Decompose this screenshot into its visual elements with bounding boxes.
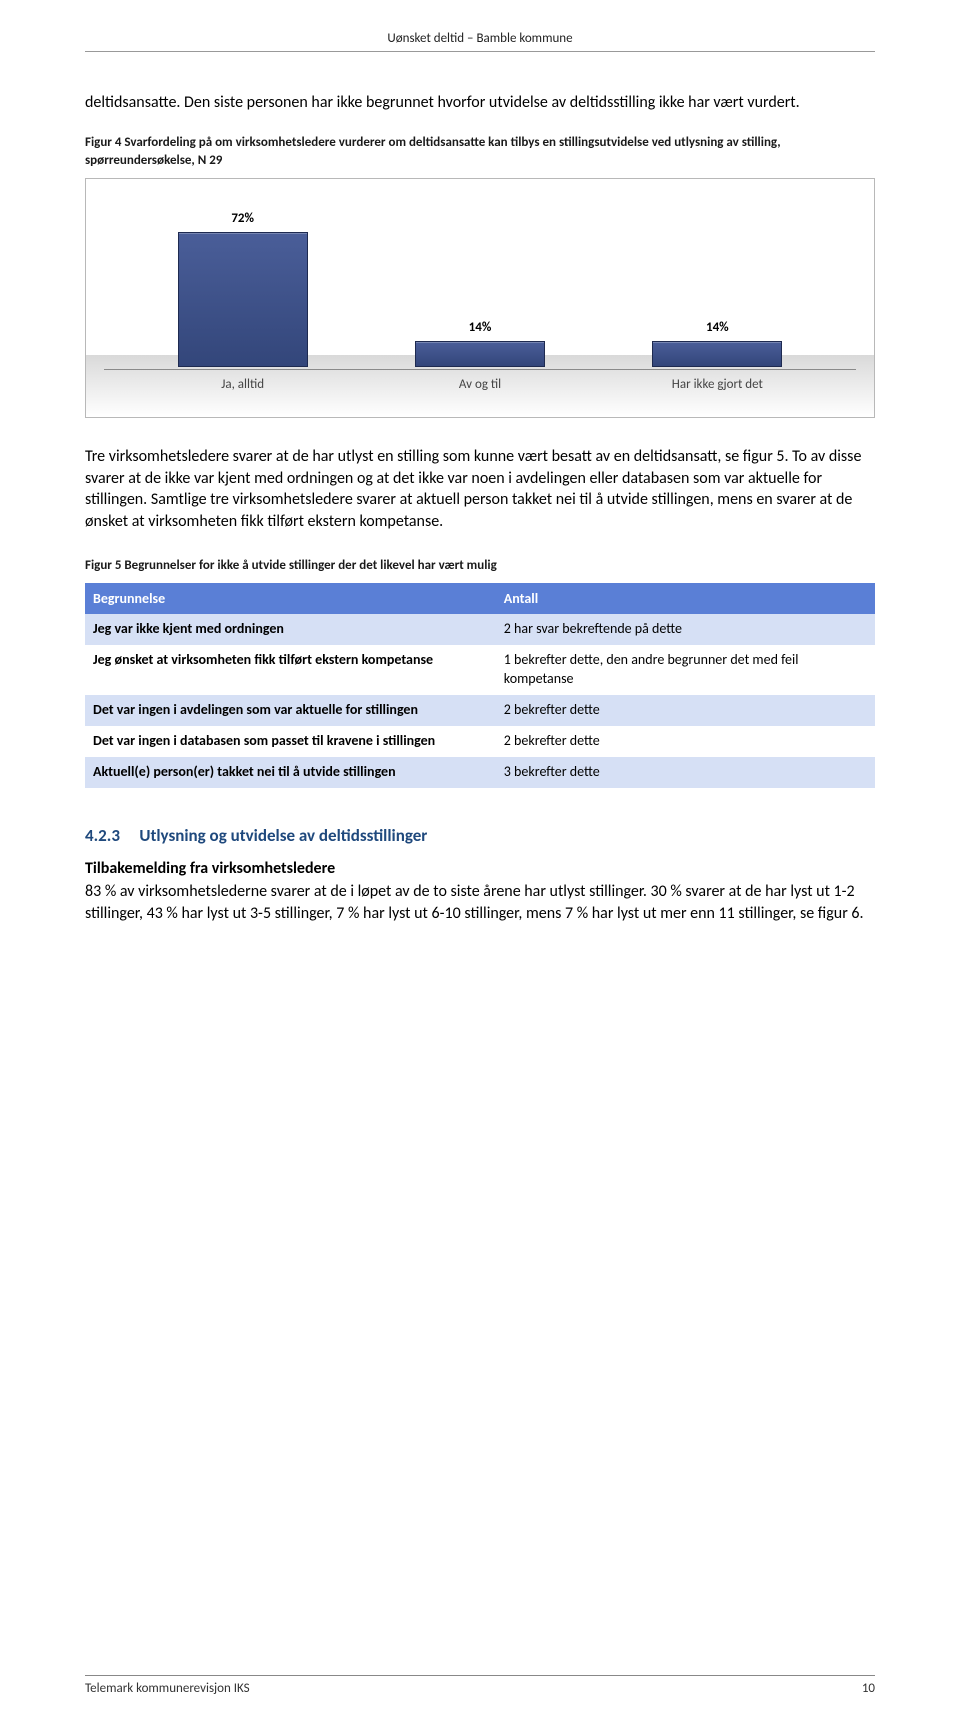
- bar-group-1: 72%: [124, 210, 361, 367]
- table-row: Aktuell(e) person(er) takket nei til å u…: [85, 757, 875, 788]
- footer-left: Telemark kommunerevisjon IKS: [85, 1680, 250, 1698]
- table-header-antall: Antall: [496, 583, 875, 615]
- chart-plot: 72% 14% 14%: [104, 197, 856, 367]
- table-cell: Aktuell(e) person(er) takket nei til å u…: [85, 757, 496, 788]
- sub-heading: Tilbakemelding fra virksomhetsledere: [85, 858, 875, 880]
- table-header-row: Begrunnelse Antall: [85, 583, 875, 615]
- table-row: Det var ingen i databasen som passet til…: [85, 726, 875, 757]
- paragraph-1: deltidsansatte. Den siste personen har i…: [85, 92, 875, 114]
- section-number: 4.2.3: [85, 825, 120, 846]
- table-cell: Jeg var ikke kjent med ordningen: [85, 614, 496, 645]
- table-cell: 1 bekrefter dette, den andre begrunner d…: [496, 645, 875, 695]
- section-heading: 4.2.3 Utlysning og utvidelse av deltidss…: [85, 824, 875, 848]
- table-row: Jeg ønsket at virksomheten fikk tilført …: [85, 645, 875, 695]
- bar-value-3: 14%: [706, 319, 729, 337]
- table-cell: 3 bekrefter dette: [496, 757, 875, 788]
- table-row: Jeg var ikke kjent med ordningen 2 har s…: [85, 614, 875, 645]
- axis-label-2: Av og til: [361, 376, 598, 394]
- bar-2: [415, 341, 545, 367]
- bar-group-2: 14%: [361, 319, 598, 367]
- table-cell: 2 bekrefter dette: [496, 695, 875, 726]
- figure-5-table: Begrunnelse Antall Jeg var ikke kjent me…: [85, 583, 875, 788]
- axis-label-1: Ja, alltid: [124, 376, 361, 394]
- axis-label-3: Har ikke gjort det: [599, 376, 836, 394]
- footer-page-number: 10: [862, 1680, 875, 1698]
- figure-4-caption: Figur 4 Svarfordeling på om virksomhetsl…: [85, 134, 875, 170]
- table-row: Det var ingen i avdelingen som var aktue…: [85, 695, 875, 726]
- bar-1: [178, 232, 308, 367]
- page-header: Uønsket deltid – Bamble kommune: [85, 30, 875, 52]
- bar-3: [652, 341, 782, 367]
- chart-x-axis: Ja, alltid Av og til Har ikke gjort det: [104, 369, 856, 394]
- paragraph-3: 83 % av virksomhetslederne svarer at de …: [85, 881, 875, 924]
- table-cell: 2 bekrefter dette: [496, 726, 875, 757]
- section-title: Utlysning og utvidelse av deltidsstillin…: [139, 825, 427, 846]
- figure-4-chart: 72% 14% 14% Ja, alltid Av og til Har ikk…: [85, 178, 875, 418]
- table-cell: Det var ingen i databasen som passet til…: [85, 726, 496, 757]
- bar-value-2: 14%: [469, 319, 492, 337]
- bar-group-3: 14%: [599, 319, 836, 367]
- table-header-begrunnelse: Begrunnelse: [85, 583, 496, 615]
- page-footer: Telemark kommunerevisjon IKS 10: [85, 1675, 875, 1698]
- header-title: Uønsket deltid – Bamble kommune: [387, 31, 572, 46]
- table-cell: Det var ingen i avdelingen som var aktue…: [85, 695, 496, 726]
- figure-5-caption: Figur 5 Begrunnelser for ikke å utvide s…: [85, 557, 875, 575]
- table-cell: 2 har svar bekreftende på dette: [496, 614, 875, 645]
- table-cell: Jeg ønsket at virksomheten fikk tilført …: [85, 645, 496, 695]
- paragraph-2: Tre virksomhetsledere svarer at de har u…: [85, 446, 875, 532]
- bar-value-1: 72%: [231, 210, 254, 228]
